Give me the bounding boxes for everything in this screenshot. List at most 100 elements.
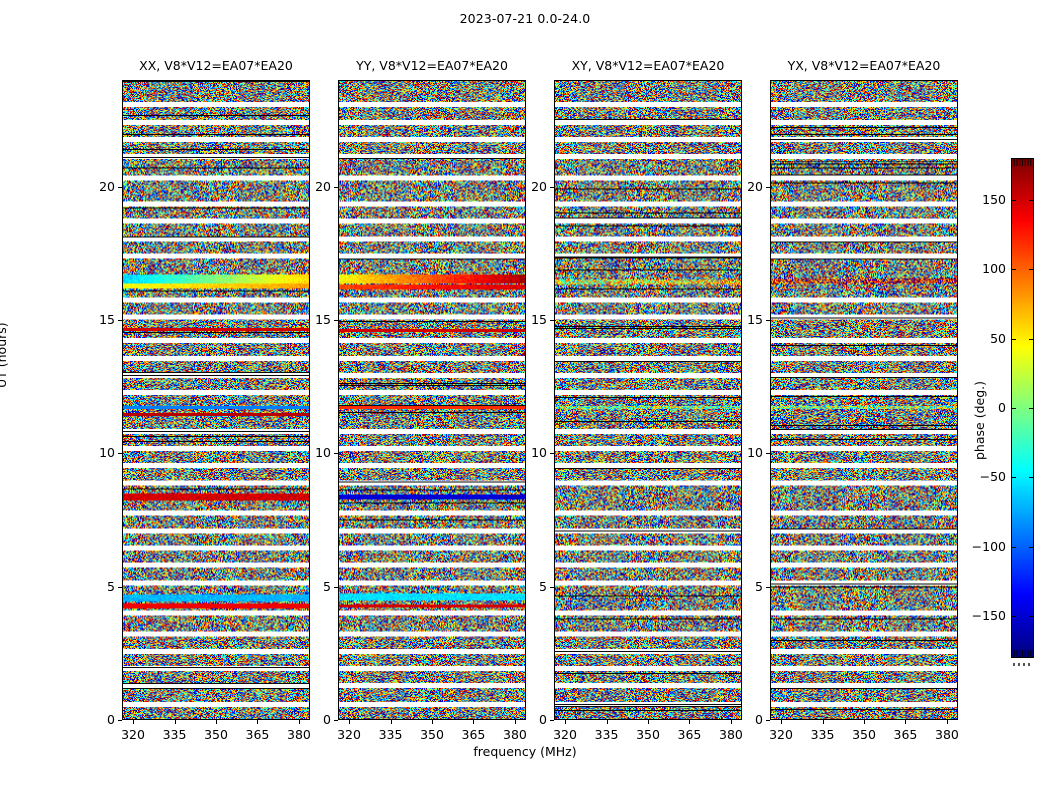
y-tick-label: 5 [323, 578, 331, 594]
x-tick-mark [257, 720, 259, 724]
colorbar-tick-mark [1011, 269, 1016, 271]
colorbar-tick-mark [1029, 269, 1034, 271]
colorbar-tick-mark [1011, 477, 1016, 479]
x-tick-mark [174, 720, 176, 724]
y-tick-label: 10 [99, 445, 115, 461]
x-tick-mark [298, 720, 300, 724]
x-tick-label: 350 [420, 727, 444, 742]
x-tick-mark [606, 720, 608, 724]
x-tick-label: 320 [121, 727, 145, 742]
y-tick-mark [766, 586, 770, 588]
y-tick-label: 0 [755, 712, 763, 727]
y-tick-mark [766, 186, 770, 188]
y-tick-label: 20 [531, 178, 547, 194]
x-tick-label: 380 [503, 727, 527, 742]
y-tick-mark [118, 586, 122, 588]
colorbar-tick-label: −100 [971, 538, 1006, 554]
y-tick-mark [550, 186, 554, 188]
y-axis-label: UT (hours) [0, 322, 9, 388]
panel-title-xx: XX, V8*V12=EA07*EA20 [139, 58, 293, 73]
y-tick-mark [118, 453, 122, 455]
y-tick-label: 10 [747, 445, 763, 461]
x-tick-label: 350 [852, 727, 876, 742]
colorbar-tick-mark [1029, 199, 1034, 201]
x-tick-label: 380 [287, 727, 311, 742]
heatmap-panel-yx[interactable] [770, 80, 958, 720]
x-tick-mark [473, 720, 475, 724]
colorbar-tick-mark [1011, 408, 1016, 409]
x-tick-mark [648, 720, 649, 724]
x-tick-label: 350 [204, 727, 228, 742]
y-tick-label: 20 [747, 178, 763, 194]
y-tick-label: 10 [315, 445, 331, 461]
x-tick-label: 320 [553, 727, 577, 742]
x-tick-label: 365 [677, 727, 702, 742]
y-tick-mark [550, 320, 554, 321]
x-tick-mark [133, 720, 135, 724]
colorbar-tick-label: −150 [971, 608, 1006, 624]
heatmap-panel-xy[interactable] [554, 80, 742, 720]
x-tick-label: 335 [810, 727, 835, 742]
colorbar-tick-label: −50 [979, 469, 1006, 485]
x-tick-mark [432, 720, 433, 724]
y-tick-mark [766, 720, 770, 721]
y-tick-mark [334, 453, 338, 455]
colorbar-tick-mark [1011, 199, 1016, 201]
y-tick-label: 5 [755, 578, 763, 594]
x-tick-mark [390, 720, 392, 724]
colorbar-tick-label: 150 [982, 191, 1006, 207]
y-tick-mark [550, 453, 554, 455]
colorbar-tick-mark [1029, 546, 1034, 548]
colorbar-tick-label: 0 [998, 400, 1006, 415]
x-tick-mark [216, 720, 217, 724]
y-tick-label: 15 [315, 312, 331, 327]
x-tick-label: 320 [337, 727, 361, 742]
y-tick-label: 10 [531, 445, 547, 461]
y-tick-mark [766, 320, 770, 321]
x-tick-mark [822, 720, 824, 724]
x-tick-label: 365 [461, 727, 486, 742]
x-tick-label: 335 [378, 727, 403, 742]
colorbar-tick-label: 100 [982, 261, 1006, 277]
colorbar-extend-dots [1013, 663, 1032, 666]
y-tick-mark [118, 186, 122, 188]
x-tick-mark [905, 720, 907, 724]
y-tick-mark [550, 720, 554, 721]
y-tick-label: 0 [539, 712, 547, 727]
figure-suptitle: 2023-07-21 0.0-24.0 [459, 11, 591, 26]
colorbar-tick-mark [1011, 546, 1016, 548]
y-tick-mark [334, 186, 338, 188]
y-tick-label: 15 [99, 312, 115, 327]
colorbar-tick-mark [1011, 338, 1016, 340]
heatmap-panel-yy[interactable] [338, 80, 526, 720]
colorbar-tick-mark [1029, 338, 1034, 340]
x-tick-mark [514, 720, 516, 724]
heatmap-panel-xx[interactable] [122, 80, 310, 720]
x-tick-mark [864, 720, 865, 724]
colorbar-tick-label: 50 [990, 330, 1006, 346]
y-tick-mark [334, 720, 338, 721]
colorbar-tick-mark [1011, 616, 1016, 618]
x-tick-label: 350 [636, 727, 660, 742]
x-axis-label: frequency (MHz) [473, 744, 577, 759]
y-tick-label: 20 [99, 178, 115, 194]
panel-title-yx: YX, V8*V12=EA07*EA20 [787, 58, 941, 73]
x-tick-label: 380 [935, 727, 959, 742]
colorbar-tick-mark [1029, 616, 1034, 618]
x-tick-label: 335 [162, 727, 187, 742]
y-tick-label: 0 [323, 712, 331, 727]
y-tick-mark [118, 720, 122, 721]
x-tick-mark [565, 720, 567, 724]
x-tick-mark [349, 720, 351, 724]
x-tick-mark [781, 720, 783, 724]
x-tick-mark [946, 720, 948, 724]
y-tick-mark [766, 453, 770, 455]
y-tick-mark [550, 586, 554, 588]
x-tick-label: 335 [594, 727, 619, 742]
x-tick-label: 365 [893, 727, 918, 742]
panel-title-xy: XY, V8*V12=EA07*EA20 [571, 58, 725, 73]
x-tick-label: 365 [245, 727, 270, 742]
panel-title-yy: YY, V8*V12=EA07*EA20 [356, 58, 508, 73]
y-tick-label: 5 [539, 578, 547, 594]
y-tick-label: 5 [107, 578, 115, 594]
